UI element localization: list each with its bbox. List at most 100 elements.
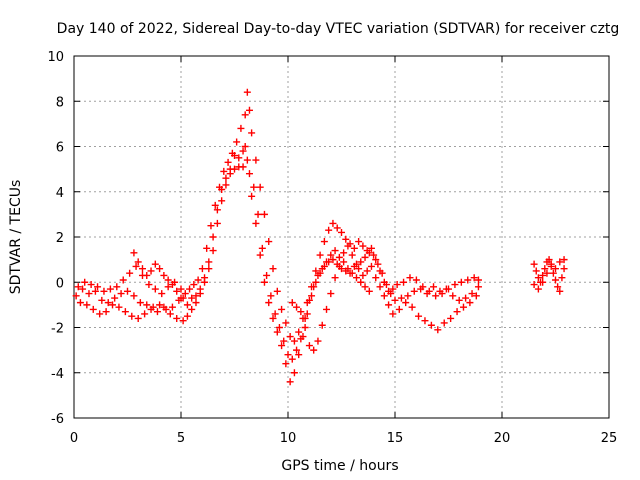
- data-point: [357, 278, 365, 286]
- data-point: [350, 262, 358, 270]
- data-point: [367, 262, 375, 270]
- data-point: [81, 278, 89, 286]
- data-point: [164, 283, 172, 291]
- data-point: [312, 278, 320, 286]
- data-point: [213, 206, 221, 214]
- data-point: [331, 247, 339, 255]
- data-point: [186, 285, 194, 293]
- data-point: [357, 258, 365, 266]
- data-point: [98, 296, 106, 304]
- data-point: [558, 274, 566, 282]
- data-point: [209, 233, 217, 241]
- data-point: [363, 267, 371, 275]
- y-tick-label: 10: [47, 50, 64, 65]
- data-point: [303, 299, 311, 307]
- data-point: [96, 310, 104, 318]
- data-point: [151, 260, 159, 268]
- x-tick-label: 5: [177, 431, 185, 446]
- data-point: [395, 305, 403, 313]
- data-point: [173, 287, 181, 295]
- y-tick-labels: -6 -4 -2 0 2 4 6 8 10: [47, 50, 64, 427]
- data-point: [160, 271, 168, 279]
- data-point: [530, 260, 538, 268]
- x-tick-label: 0: [70, 431, 78, 446]
- data-point: [220, 167, 228, 175]
- data-point: [282, 360, 290, 368]
- data-point: [335, 262, 343, 270]
- data-point: [468, 290, 476, 298]
- data-point: [278, 342, 286, 350]
- data-point: [380, 292, 388, 300]
- data-point: [235, 163, 243, 171]
- data-point: [365, 287, 373, 295]
- data-point: [226, 170, 234, 178]
- data-point: [203, 244, 211, 252]
- data-point: [361, 253, 369, 261]
- data-point: [85, 290, 93, 298]
- data-point: [389, 310, 397, 318]
- data-point: [389, 285, 397, 293]
- data-point: [303, 310, 311, 318]
- data-point: [222, 174, 230, 182]
- data-point: [271, 310, 279, 318]
- data-point: [145, 281, 153, 289]
- data-point: [252, 156, 260, 164]
- data-point: [374, 260, 382, 268]
- data-point: [372, 274, 380, 282]
- data-point: [258, 244, 266, 252]
- data-point: [269, 314, 277, 322]
- data-point: [156, 301, 164, 309]
- data-point: [104, 299, 112, 307]
- data-point: [293, 303, 301, 311]
- data-point: [245, 106, 253, 114]
- data-point: [166, 310, 174, 318]
- data-point: [331, 274, 339, 282]
- data-point: [102, 308, 110, 316]
- data-point: [280, 337, 288, 345]
- data-point: [329, 256, 337, 264]
- data-point: [192, 299, 200, 307]
- data-point: [243, 156, 251, 164]
- data-point: [111, 294, 119, 302]
- data-point: [136, 299, 144, 307]
- data-point: [400, 278, 408, 286]
- data-point: [177, 285, 185, 293]
- data-point: [385, 287, 393, 295]
- data-point: [237, 124, 245, 132]
- data-point: [87, 281, 95, 289]
- data-point: [241, 143, 249, 150]
- data-point: [143, 271, 151, 279]
- data-point: [141, 310, 149, 318]
- data-point: [190, 281, 198, 289]
- data-point: [91, 287, 99, 295]
- data-point: [196, 290, 204, 298]
- x-tick-label: 15: [387, 431, 404, 446]
- data-point: [310, 346, 318, 354]
- data-point: [235, 154, 243, 162]
- data-point: [188, 305, 196, 313]
- data-point: [239, 147, 247, 155]
- data-point: [312, 267, 320, 275]
- data-point: [316, 251, 324, 259]
- x-axis-label: GPS time / hours: [281, 458, 398, 474]
- data-point: [359, 242, 367, 250]
- data-point: [245, 170, 253, 178]
- data-point: [447, 314, 455, 322]
- data-point: [188, 294, 196, 302]
- data-point: [153, 308, 161, 316]
- data-point: [124, 287, 131, 295]
- x-tick-labels: 0 5 10 15 20 25: [70, 431, 617, 446]
- data-point: [318, 321, 326, 329]
- data-point: [147, 305, 155, 313]
- data-point: [455, 296, 463, 304]
- data-point: [305, 342, 313, 350]
- data-point: [183, 312, 191, 320]
- data-point: [134, 314, 142, 322]
- data-point: [385, 301, 393, 309]
- data-point: [109, 301, 117, 309]
- data-point: [534, 285, 542, 293]
- data-point: [472, 292, 480, 300]
- data-point: [554, 283, 562, 291]
- data-point: [453, 308, 461, 316]
